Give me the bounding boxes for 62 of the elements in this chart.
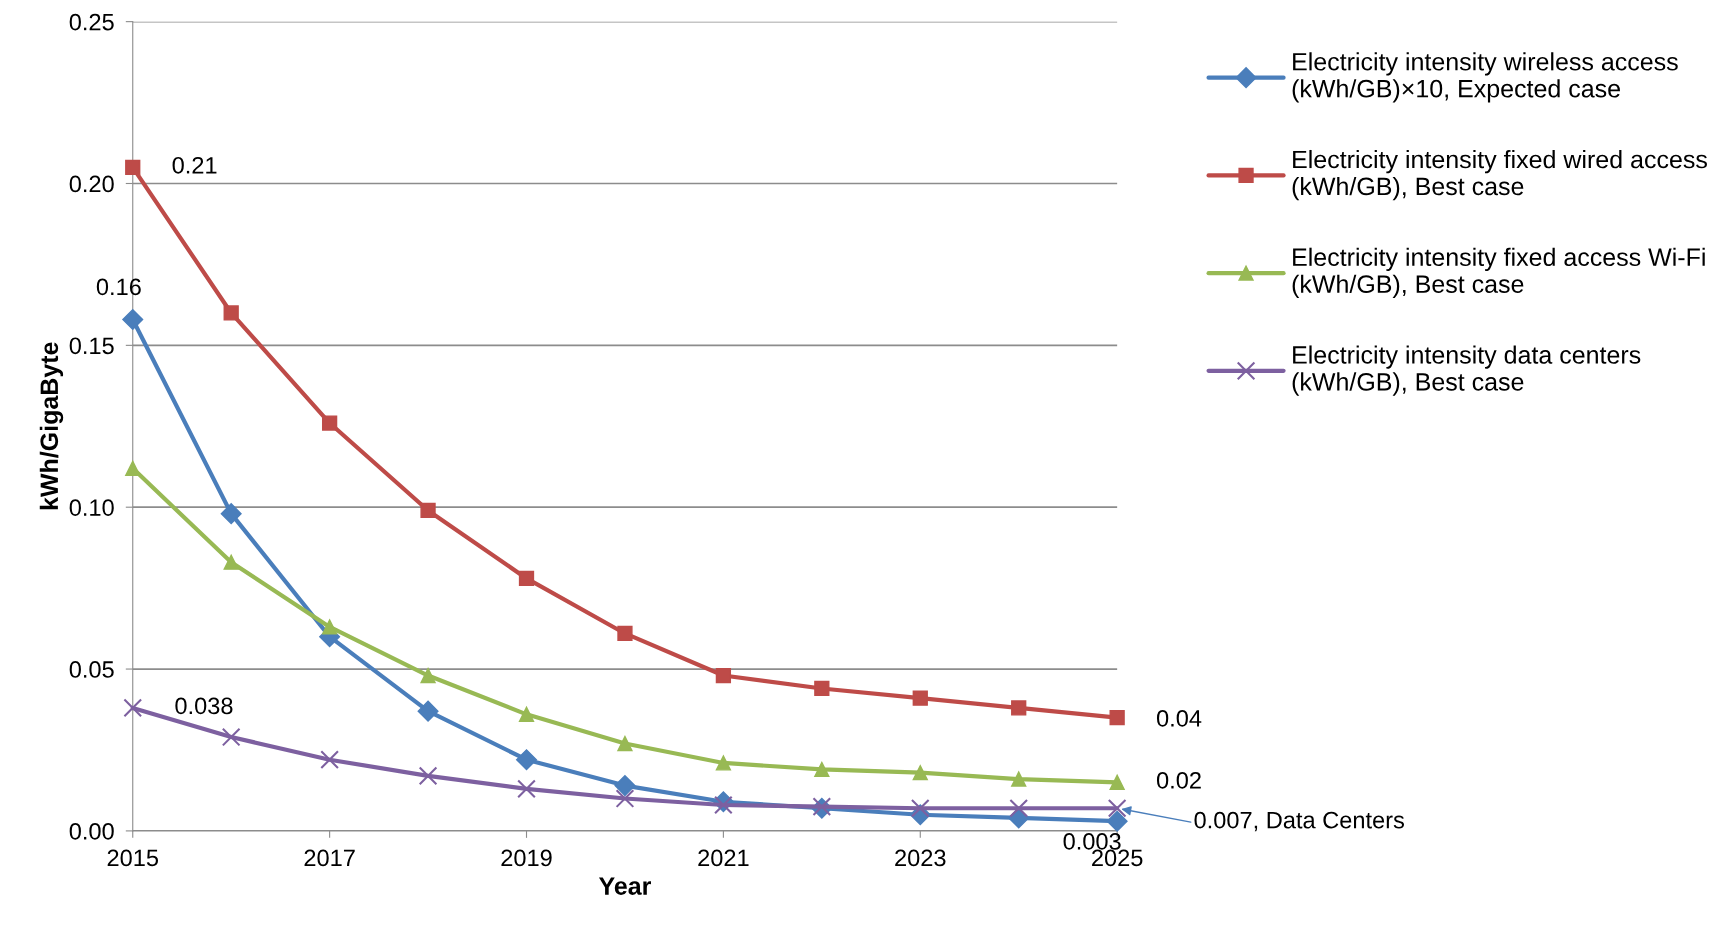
x-tick-label: 2019 (501, 849, 552, 867)
y-tick-label: 0.05 (69, 661, 114, 678)
point (123, 698, 143, 718)
point (122, 308, 144, 330)
x-tick-label: 2023 (895, 849, 946, 867)
point (715, 755, 732, 771)
y-tick-label: 0.00 (69, 822, 114, 840)
legend-label: Electricity intensity wireless access (kWh/GB)×10, Expected case (1292, 52, 1678, 103)
point (220, 503, 242, 525)
x-tick-label: 2025 (1092, 849, 1143, 867)
point (1109, 709, 1125, 726)
point (1109, 774, 1125, 790)
x-tick-label: 2015 (107, 849, 159, 867)
point (912, 690, 928, 706)
y-axis-title: kWh/GigaByte (39, 342, 64, 510)
point (1107, 798, 1127, 818)
y-tick-label: 0.15 (69, 337, 114, 355)
data-label: 0.04 (1156, 710, 1202, 727)
point (417, 700, 439, 722)
point (223, 305, 239, 321)
point (617, 735, 633, 752)
x-tick-label: 2021 (698, 849, 749, 867)
x-tick-label: 2017 (304, 849, 355, 867)
point (814, 680, 830, 697)
point (321, 619, 338, 635)
data-label: 0.003 (1063, 833, 1121, 850)
point (912, 764, 928, 781)
point (1106, 810, 1128, 832)
point (517, 779, 536, 799)
y-tick-label: 0.10 (69, 499, 114, 516)
x-axis-title: Year (598, 877, 651, 895)
point (1009, 798, 1029, 818)
point (420, 667, 436, 684)
data-label: 0.038 (175, 697, 233, 715)
data-label: 0.02 (1156, 771, 1201, 789)
y-tick-label: 0.20 (69, 175, 114, 193)
point (223, 554, 239, 570)
point (125, 460, 141, 476)
data-label: 0.16 (96, 278, 141, 296)
point (910, 798, 930, 818)
point (518, 706, 535, 723)
data-label: 0.21 (172, 156, 217, 174)
point (615, 789, 635, 808)
point (515, 749, 538, 771)
point (1011, 771, 1027, 787)
y-tick-label: 0.25 (69, 13, 114, 31)
legend-label: Electricity intensity fixed access Wi-Fi (kWh/GB), Best case (1292, 247, 1705, 298)
point (125, 159, 141, 175)
point (321, 415, 338, 431)
legend-label: Electricity intensity data centers (kWh/GB), Best case (1292, 345, 1641, 396)
point (1011, 700, 1027, 716)
point (320, 750, 339, 770)
legend-label: Electricity intensity fixed wired access (kWh/GB), Best case (1292, 149, 1707, 201)
data-label: 0.007, Data Centers (1194, 811, 1404, 832)
point (518, 570, 535, 587)
point (420, 502, 436, 519)
point (614, 775, 636, 797)
point (221, 727, 241, 747)
point (418, 766, 438, 786)
point (715, 667, 732, 684)
point (814, 761, 830, 778)
point (617, 625, 633, 642)
